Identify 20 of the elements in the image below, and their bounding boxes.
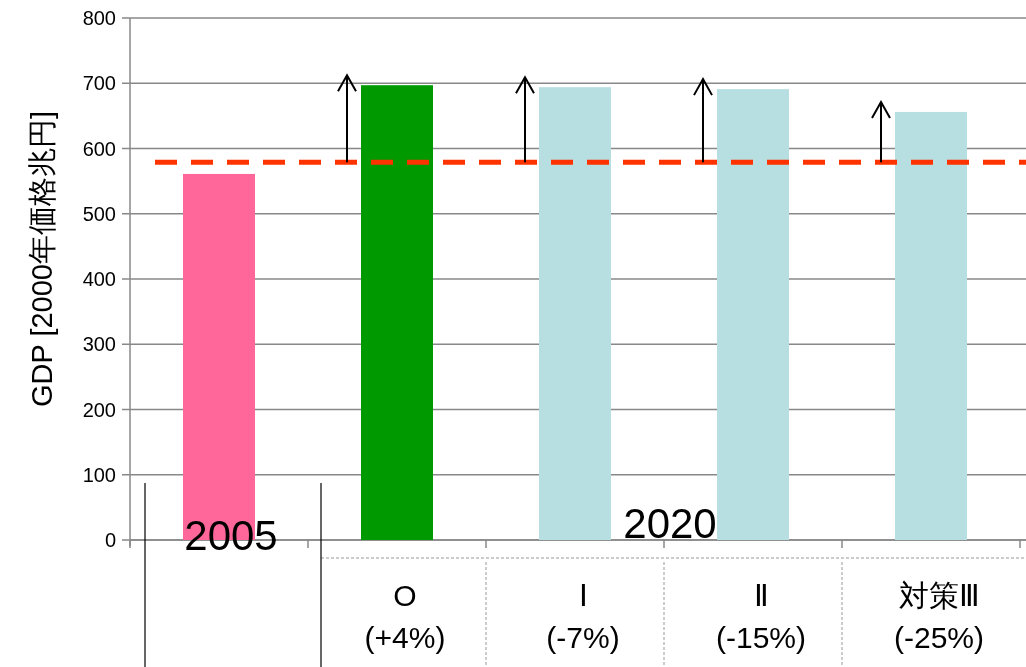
y-tick-label: 0	[104, 529, 116, 551]
bar	[361, 85, 433, 540]
y-tick-label: 200	[82, 398, 116, 421]
y-tick-label: 500	[82, 202, 116, 225]
x-tick-label: Ⅰ (-7%)	[546, 579, 620, 654]
y-axis-title: GDP [2000年価格兆円]	[26, 110, 58, 408]
bar	[895, 111, 967, 540]
y-tick-label: 800	[82, 7, 116, 29]
y-tick-label: 600	[82, 137, 116, 160]
bar	[717, 89, 789, 540]
x-tick-label: Ⅱ (-15%)	[715, 579, 807, 654]
x-tick-label: 対策Ⅲ (-25%)	[893, 579, 985, 654]
y-tick-label: 300	[82, 333, 116, 356]
bar	[539, 87, 611, 540]
y-tick-label: 400	[82, 268, 116, 290]
x-tick-label: 2005	[184, 512, 278, 559]
annotation: 2020	[623, 500, 717, 547]
x-tick-label: O (+4%)	[364, 579, 446, 654]
y-tick-label: 700	[82, 72, 116, 95]
y-tick-label: 100	[82, 463, 116, 486]
